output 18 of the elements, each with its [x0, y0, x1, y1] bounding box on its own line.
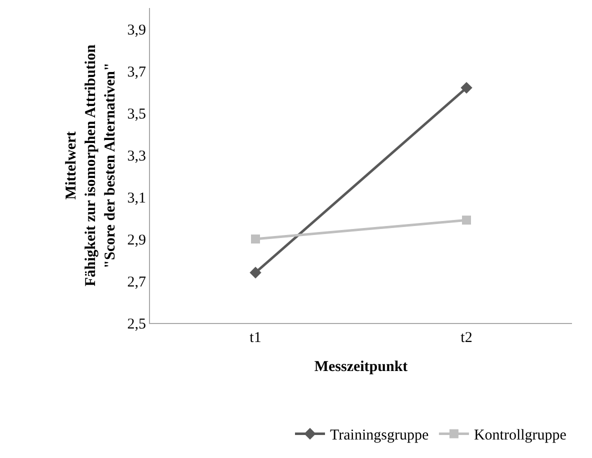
y-tick-label: 2,9	[127, 232, 146, 248]
y-tick-label: 3,5	[127, 106, 146, 122]
point	[251, 234, 260, 244]
y-tick-label: 3,7	[127, 64, 146, 80]
point	[462, 216, 471, 225]
point	[250, 266, 262, 278]
legend-label: Kontrollgruppe	[474, 428, 567, 444]
y-tick-label: 3,3	[127, 148, 146, 164]
y-tick-label: 2,7	[127, 274, 146, 290]
y-tick-label: 2,5	[127, 316, 146, 332]
y-tick-label: 3,9	[127, 22, 146, 38]
x-axis-title: Messzeitpunkt	[314, 359, 408, 375]
point	[460, 82, 472, 94]
x-tick-label: t2	[460, 330, 472, 346]
y-tick-label: 3,1	[127, 190, 146, 206]
x-tick-label: t1	[250, 330, 262, 346]
y-axis-title: Mittelwert Fähigkeit zur isomorphen Attribution "Score der besten Alternativen"	[64, 44, 118, 286]
legend-label: Trainingsgruppe	[330, 428, 429, 444]
